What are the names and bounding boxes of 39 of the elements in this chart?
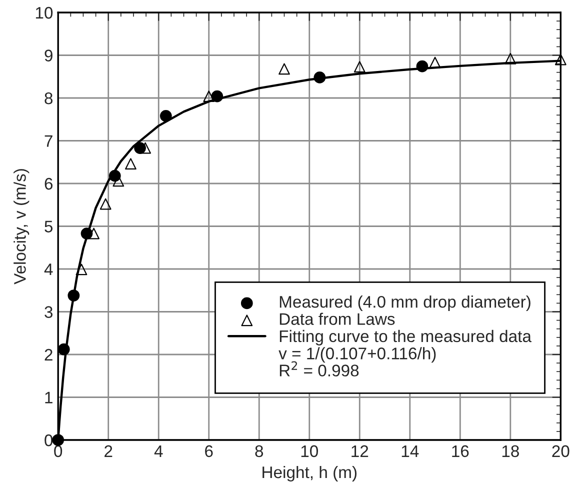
x-tick-label: 4 — [154, 445, 163, 457]
legend-label: Data from Laws — [280, 312, 395, 325]
y-tick-label: 8 — [44, 92, 53, 104]
y-tick-label: 4 — [44, 264, 53, 276]
point — [100, 198, 112, 210]
y-tick-label: 5 — [44, 220, 53, 232]
point — [88, 228, 100, 240]
y-tick-label: 6 — [44, 178, 53, 190]
y-tick-label: 0 — [44, 434, 53, 446]
x-tick-label: 16 — [452, 445, 469, 458]
x-tick-label: 10 — [301, 445, 318, 458]
y-tick-label: 1 — [45, 392, 52, 404]
legend-label: Measured (4.0 mm drop diameter) — [280, 296, 530, 312]
point — [554, 54, 566, 66]
x-tick-label: 14 — [402, 445, 419, 457]
point — [504, 52, 516, 64]
point — [52, 434, 64, 446]
x-tick-label: 18 — [502, 445, 519, 458]
x-tick-label: 8 — [255, 445, 264, 458]
x-tick-label: 6 — [205, 445, 213, 458]
point — [125, 158, 136, 170]
point — [278, 63, 290, 75]
y-tick-label: 3 — [44, 306, 53, 318]
x-tick-label: 2 — [104, 445, 112, 457]
point — [140, 142, 151, 154]
point — [429, 56, 441, 68]
x-tick-label: 0 — [54, 445, 62, 458]
y-tick-label: 2 — [44, 348, 52, 361]
y-tick-label: 7 — [44, 135, 52, 147]
y-tick-label: 10 — [36, 6, 53, 19]
point — [203, 90, 215, 102]
x-axis-title: Height, h (m) — [262, 466, 357, 482]
x-tick-label: 20 — [552, 445, 570, 458]
y-tick-label: 9 — [44, 50, 52, 62]
y-axis-title: Velocity, v (m/s) — [14, 169, 30, 284]
point — [354, 61, 366, 72]
x-tick-label: 12 — [352, 445, 368, 457]
point — [76, 264, 88, 276]
legend-label: Fitting curve to the measured data — [280, 330, 532, 346]
